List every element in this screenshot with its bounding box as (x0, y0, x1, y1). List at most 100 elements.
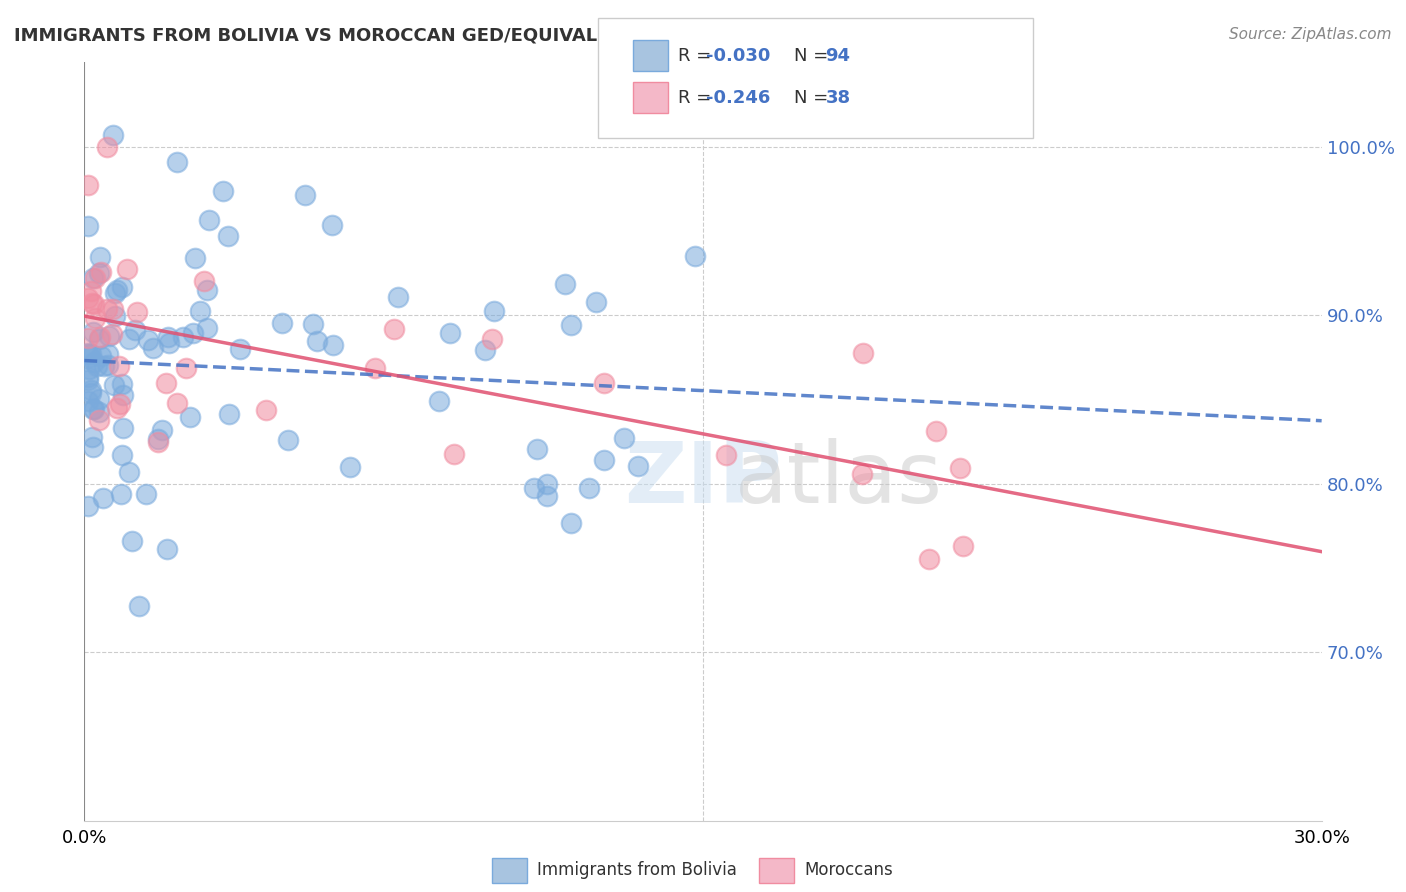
Immigrants from Bolivia (339, 460, 361, 475)
Immigrants from Bolivia (578, 481, 600, 495)
Moroccans (443, 447, 465, 461)
Immigrants from Bolivia (593, 452, 616, 467)
Immigrants from Bolivia (427, 393, 450, 408)
Moroccans (146, 434, 169, 449)
Immigrants from Bolivia (77, 394, 100, 409)
Text: N =: N = (794, 89, 834, 107)
Moroccans (949, 461, 972, 475)
Immigrants from Bolivia (83, 355, 105, 369)
Immigrants from Bolivia (135, 487, 157, 501)
Immigrants from Bolivia (77, 373, 100, 387)
Text: R =: R = (678, 47, 717, 65)
Immigrants from Bolivia (305, 334, 328, 348)
Text: -0.246: -0.246 (706, 89, 770, 107)
Immigrants from Bolivia (105, 283, 128, 297)
Immigrants from Bolivia (103, 377, 125, 392)
Immigrants from Bolivia (277, 433, 299, 447)
Immigrants from Bolivia (195, 321, 218, 335)
Immigrants from Bolivia (80, 347, 103, 361)
Immigrants from Bolivia (121, 534, 143, 549)
Immigrants from Bolivia (195, 283, 218, 297)
Immigrants from Bolivia (111, 280, 134, 294)
Immigrants from Bolivia (83, 402, 105, 417)
Text: Moroccans: Moroccans (804, 861, 893, 879)
Immigrants from Bolivia (136, 333, 159, 347)
Text: IMMIGRANTS FROM BOLIVIA VS MOROCCAN GED/EQUIVALENCY CORRELATION CHART: IMMIGRANTS FROM BOLIVIA VS MOROCCAN GED/… (14, 27, 872, 45)
Immigrants from Bolivia (560, 318, 582, 333)
Immigrants from Bolivia (439, 326, 461, 340)
Immigrants from Bolivia (77, 499, 100, 513)
Immigrants from Bolivia (482, 304, 505, 318)
Moroccans (77, 330, 100, 344)
Immigrants from Bolivia (172, 330, 194, 344)
Immigrants from Bolivia (90, 350, 112, 364)
Immigrants from Bolivia (111, 388, 134, 402)
Text: 30.0%: 30.0% (1294, 829, 1350, 847)
Moroccans (166, 396, 188, 410)
Immigrants from Bolivia (80, 430, 103, 444)
Moroccans (918, 552, 941, 566)
Immigrants from Bolivia (523, 481, 546, 495)
Moroccans (481, 332, 503, 346)
Moroccans (254, 403, 277, 417)
Immigrants from Bolivia (110, 487, 132, 501)
Immigrants from Bolivia (86, 359, 108, 373)
Moroccans (101, 326, 124, 341)
Moroccans (101, 302, 124, 317)
Moroccans (83, 310, 105, 325)
Moroccans (90, 265, 112, 279)
Immigrants from Bolivia (536, 489, 558, 503)
Immigrants from Bolivia (104, 309, 127, 323)
Immigrants from Bolivia (77, 346, 100, 360)
Immigrants from Bolivia (77, 362, 100, 376)
Immigrants from Bolivia (118, 332, 141, 346)
Immigrants from Bolivia (101, 128, 124, 142)
Immigrants from Bolivia (166, 154, 188, 169)
Immigrants from Bolivia (188, 303, 211, 318)
Immigrants from Bolivia (212, 184, 235, 198)
Immigrants from Bolivia (322, 338, 344, 352)
Immigrants from Bolivia (218, 407, 240, 421)
Immigrants from Bolivia (118, 465, 141, 479)
Immigrants from Bolivia (77, 219, 100, 233)
Immigrants from Bolivia (526, 442, 548, 456)
Moroccans (593, 376, 616, 391)
Immigrants from Bolivia (197, 213, 219, 227)
Immigrants from Bolivia (554, 277, 576, 292)
Moroccans (851, 467, 873, 482)
Moroccans (77, 178, 100, 193)
Moroccans (84, 271, 107, 285)
Immigrants from Bolivia (156, 541, 179, 556)
Immigrants from Bolivia (387, 290, 409, 304)
Immigrants from Bolivia (157, 330, 180, 344)
Text: N =: N = (794, 47, 834, 65)
Immigrants from Bolivia (104, 286, 127, 301)
Moroccans (107, 359, 129, 373)
Immigrants from Bolivia (79, 385, 101, 400)
Immigrants from Bolivia (79, 350, 101, 364)
Immigrants from Bolivia (89, 405, 111, 419)
Immigrants from Bolivia (321, 218, 343, 232)
Text: atlas: atlas (735, 438, 943, 521)
Moroccans (108, 397, 131, 411)
Immigrants from Bolivia (128, 599, 150, 614)
Text: R =: R = (678, 89, 717, 107)
Moroccans (952, 539, 974, 553)
Immigrants from Bolivia (97, 347, 120, 361)
Text: Immigrants from Bolivia: Immigrants from Bolivia (537, 861, 737, 879)
Immigrants from Bolivia (294, 187, 316, 202)
Moroccans (115, 262, 138, 277)
Moroccans (714, 448, 737, 462)
Moroccans (364, 361, 387, 376)
Immigrants from Bolivia (89, 332, 111, 346)
Immigrants from Bolivia (585, 295, 607, 310)
Moroccans (96, 139, 118, 153)
Moroccans (105, 401, 128, 415)
Moroccans (77, 291, 100, 305)
Text: 0.0%: 0.0% (62, 829, 107, 847)
Immigrants from Bolivia (157, 336, 180, 351)
Moroccans (89, 412, 111, 426)
Immigrants from Bolivia (82, 440, 104, 454)
Immigrants from Bolivia (77, 370, 100, 384)
Immigrants from Bolivia (82, 402, 104, 417)
